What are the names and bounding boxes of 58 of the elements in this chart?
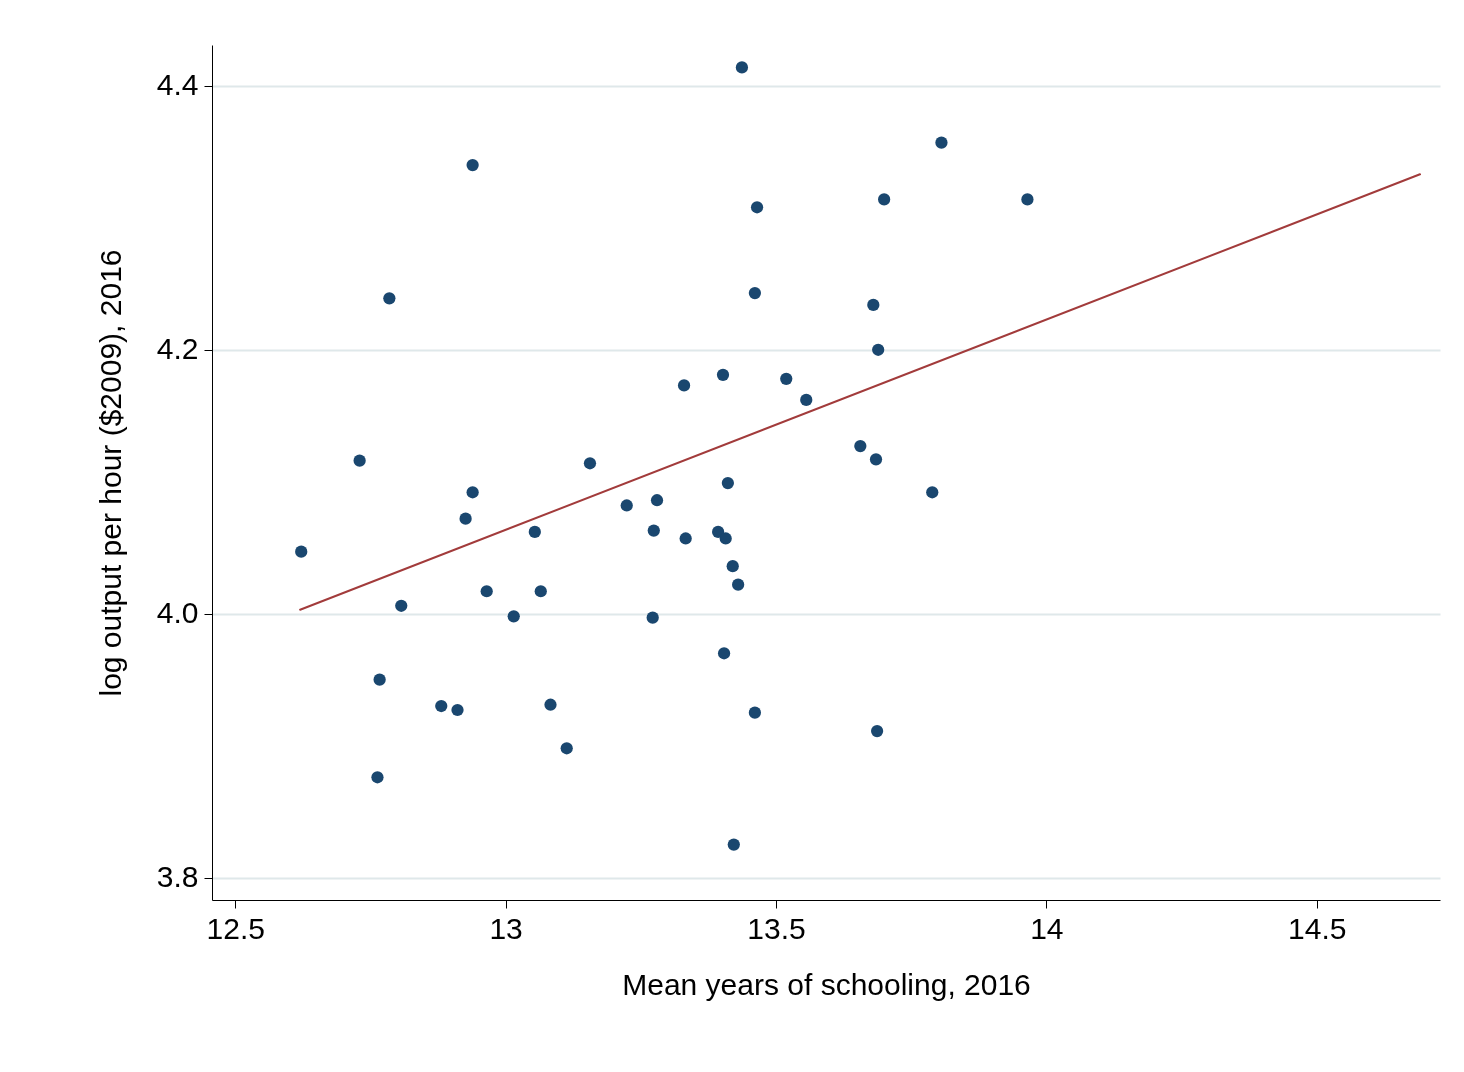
point <box>560 742 573 755</box>
point <box>647 524 660 537</box>
point <box>383 292 396 305</box>
point <box>677 379 691 392</box>
point <box>727 838 740 851</box>
point <box>878 193 891 206</box>
point <box>748 286 762 300</box>
point <box>583 457 597 470</box>
point <box>717 647 731 660</box>
point <box>869 453 883 466</box>
point <box>459 512 472 525</box>
point <box>800 393 813 407</box>
point <box>716 368 730 381</box>
point <box>712 525 725 538</box>
point <box>679 532 692 545</box>
point <box>371 771 384 784</box>
point <box>870 725 884 738</box>
point <box>650 494 664 507</box>
point <box>872 343 885 356</box>
x-tick-label: 14.5 <box>1288 911 1347 945</box>
point <box>528 525 541 538</box>
x-tick-label: 12.5 <box>206 911 265 945</box>
y-tick-label: 3.8 <box>156 860 199 894</box>
point <box>373 673 386 686</box>
point <box>295 545 308 558</box>
point <box>854 440 867 453</box>
point <box>935 136 948 149</box>
y-axis-title: log output per hour ($2009), 2016 <box>93 249 127 697</box>
point <box>480 585 493 598</box>
point <box>926 486 939 499</box>
point <box>748 706 762 719</box>
x-tick-label: 14 <box>1030 911 1064 945</box>
y-tick-label: 4.4 <box>156 68 199 102</box>
x-axis-title: Mean years of schooling, 2016 <box>622 967 1031 1001</box>
point <box>750 201 764 214</box>
y-tick-label: 4.2 <box>156 332 199 366</box>
point <box>507 610 520 623</box>
point <box>435 699 448 713</box>
point <box>735 61 749 74</box>
x-tick-label: 13.5 <box>747 911 806 945</box>
y-tick-label: 4.0 <box>156 596 199 630</box>
point <box>534 585 547 598</box>
point <box>726 560 739 573</box>
x-tick-label: 13 <box>489 911 523 945</box>
point <box>620 499 633 512</box>
point <box>466 158 479 172</box>
point <box>1021 193 1034 206</box>
point <box>544 698 557 711</box>
point <box>867 298 880 312</box>
point <box>395 599 408 612</box>
point <box>646 611 659 624</box>
point <box>719 532 732 545</box>
point <box>353 454 366 467</box>
point <box>732 578 745 591</box>
point <box>451 703 464 717</box>
point <box>780 372 793 385</box>
point <box>466 486 479 499</box>
point <box>721 476 734 490</box>
